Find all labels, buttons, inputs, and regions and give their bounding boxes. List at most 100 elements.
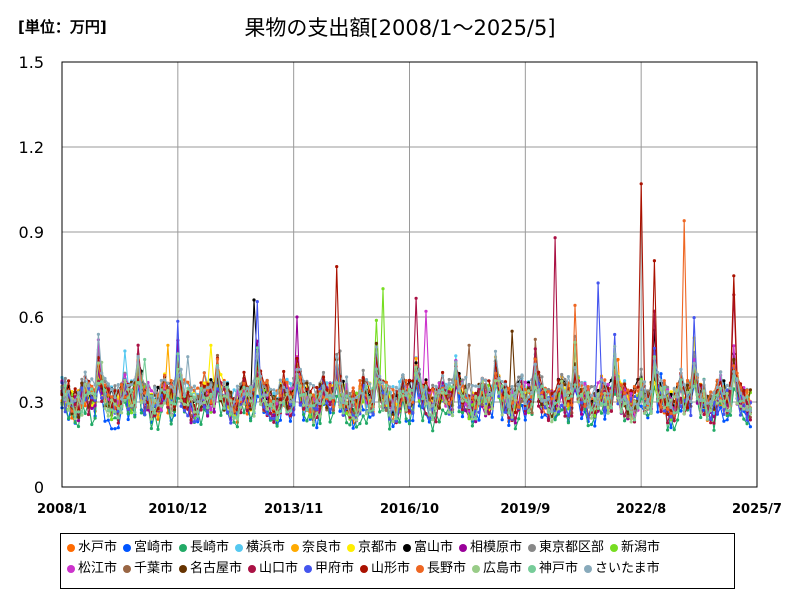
x-tick-label: 2022/8 <box>616 502 666 517</box>
data-point <box>275 424 279 428</box>
legend-item: 山口市 <box>248 560 298 578</box>
data-point <box>527 389 531 393</box>
data-point <box>192 420 196 424</box>
data-point <box>192 384 196 388</box>
data-point <box>407 403 412 407</box>
data-point <box>417 393 421 398</box>
data-point <box>689 413 693 418</box>
data-point <box>153 398 157 403</box>
data-point <box>606 386 610 390</box>
data-point <box>580 394 584 398</box>
data-point <box>219 413 223 417</box>
data-point <box>685 378 690 383</box>
data-point <box>745 388 749 392</box>
data-point <box>222 387 226 391</box>
data-point <box>646 406 650 410</box>
data-point <box>580 408 584 412</box>
data-point <box>431 403 435 407</box>
data-point <box>616 396 620 400</box>
data-point <box>328 397 332 401</box>
legend-label: さいたま市 <box>595 561 660 576</box>
data-point <box>153 386 157 390</box>
data-point <box>275 391 279 395</box>
data-point <box>176 319 180 323</box>
data-point <box>738 399 743 403</box>
data-point <box>474 384 478 388</box>
data-point <box>189 418 193 422</box>
data-point <box>477 396 481 400</box>
data-point <box>371 408 375 412</box>
data-point <box>685 397 690 401</box>
data-point <box>513 398 518 402</box>
data-point <box>659 395 663 399</box>
data-point <box>245 393 249 397</box>
data-point <box>437 406 441 410</box>
data-point <box>146 408 150 412</box>
data-point <box>106 414 110 418</box>
data-point <box>96 379 100 383</box>
data-point <box>497 391 501 395</box>
data-point <box>586 391 590 395</box>
data-point <box>629 389 633 393</box>
data-point <box>106 393 110 397</box>
data-point <box>540 410 544 414</box>
data-point <box>252 414 256 418</box>
data-point <box>629 406 633 410</box>
data-point <box>159 404 163 408</box>
data-point <box>666 407 670 411</box>
data-point <box>623 379 627 383</box>
data-point <box>249 399 253 403</box>
data-point <box>623 419 627 423</box>
data-point <box>500 396 504 400</box>
data-point <box>278 409 282 414</box>
data-point <box>239 382 243 386</box>
data-point <box>166 381 170 385</box>
data-point <box>738 404 743 408</box>
data-point <box>484 378 488 382</box>
data-point <box>126 407 130 411</box>
data-point <box>179 367 183 371</box>
data-point <box>586 417 590 421</box>
data-point <box>728 409 733 413</box>
data-point <box>480 383 484 387</box>
data-point <box>225 401 230 405</box>
data-point <box>398 395 402 399</box>
data-point <box>728 413 733 417</box>
data-point <box>391 419 395 424</box>
data-point <box>414 296 418 300</box>
legend-label: 奈良市 <box>302 540 342 555</box>
data-point <box>305 402 309 406</box>
data-point <box>447 402 451 406</box>
data-point <box>725 414 729 418</box>
data-point <box>76 391 81 395</box>
data-point <box>441 388 445 392</box>
data-point <box>315 411 319 415</box>
chart-title: 果物の支出額[2008/1～2025/5] <box>244 16 556 40</box>
data-point <box>560 383 564 387</box>
data-point <box>421 404 425 409</box>
data-point <box>348 404 352 408</box>
data-point <box>629 420 633 424</box>
data-point <box>748 412 753 416</box>
data-point <box>189 421 193 425</box>
data-point <box>470 403 474 407</box>
data-point <box>206 396 210 400</box>
data-point <box>113 427 117 431</box>
data-point <box>73 402 77 406</box>
data-point <box>685 406 690 410</box>
legend-item: 神戸市 <box>528 560 578 578</box>
data-point <box>646 416 650 420</box>
data-point <box>113 402 117 406</box>
data-point <box>709 421 713 425</box>
data-point <box>169 401 173 405</box>
data-point <box>593 407 597 411</box>
data-point <box>143 412 147 416</box>
data-point <box>172 390 177 394</box>
data-point <box>351 426 355 430</box>
data-point <box>146 384 150 388</box>
series-神戸市 <box>60 346 753 422</box>
series-layer <box>60 182 753 433</box>
data-point <box>123 373 127 377</box>
data-point <box>656 410 660 414</box>
data-point <box>738 413 743 417</box>
